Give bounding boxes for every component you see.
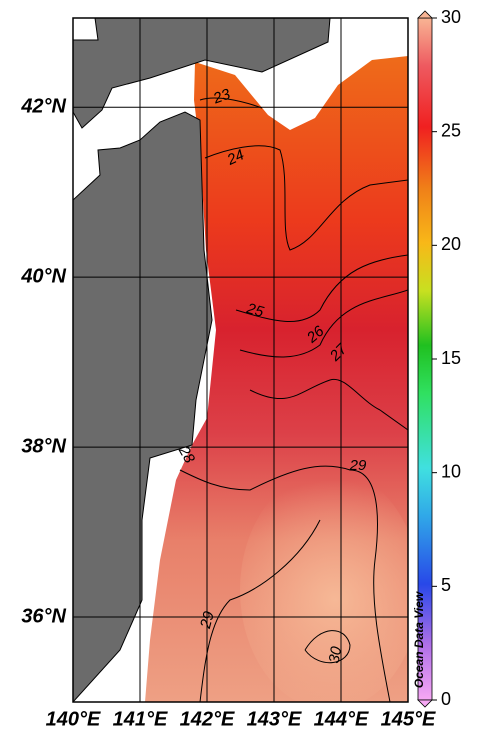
contour-label: 29 xyxy=(349,457,367,474)
land xyxy=(73,18,331,702)
warm-core xyxy=(240,470,408,702)
colorbar-arrow xyxy=(417,699,433,708)
colorbar-label: 5 xyxy=(441,575,451,595)
colorbar-label: 0 xyxy=(441,689,451,709)
contour-label: 24 xyxy=(224,146,247,169)
contours xyxy=(179,97,408,702)
contour-label: 29 xyxy=(197,609,218,631)
y-tick-label: 38°N xyxy=(21,435,66,457)
contour-label: 30 xyxy=(326,645,346,665)
x-tick-label: 143°E xyxy=(247,708,302,730)
contour-label: 23 xyxy=(210,85,233,107)
x-tick-label: 140°E xyxy=(46,708,101,730)
contour-label: 28 xyxy=(174,442,198,466)
watermark: Ocean Data View xyxy=(412,591,426,688)
graticule xyxy=(73,18,408,702)
colorbar-arrow xyxy=(417,10,433,19)
y-tick-label: 42°N xyxy=(20,95,66,117)
x-tick-label: 142°E xyxy=(180,708,235,730)
y-tick-label: 36°N xyxy=(21,605,66,627)
x-tick-label: 144°E xyxy=(314,708,369,730)
colorbar-label: 15 xyxy=(441,348,461,368)
y-tick-label: 40°N xyxy=(20,265,66,287)
contour-label: 25 xyxy=(244,300,266,321)
colorbar-label: 10 xyxy=(441,461,461,481)
map-frame xyxy=(72,17,409,703)
colorbar-label: 30 xyxy=(441,7,461,27)
colorbar-label: 25 xyxy=(441,120,461,140)
x-tick-label: 145°E xyxy=(381,708,436,730)
x-tick-label: 141°E xyxy=(113,708,168,730)
map-area xyxy=(73,18,408,702)
colorbar-label: 20 xyxy=(441,234,461,254)
